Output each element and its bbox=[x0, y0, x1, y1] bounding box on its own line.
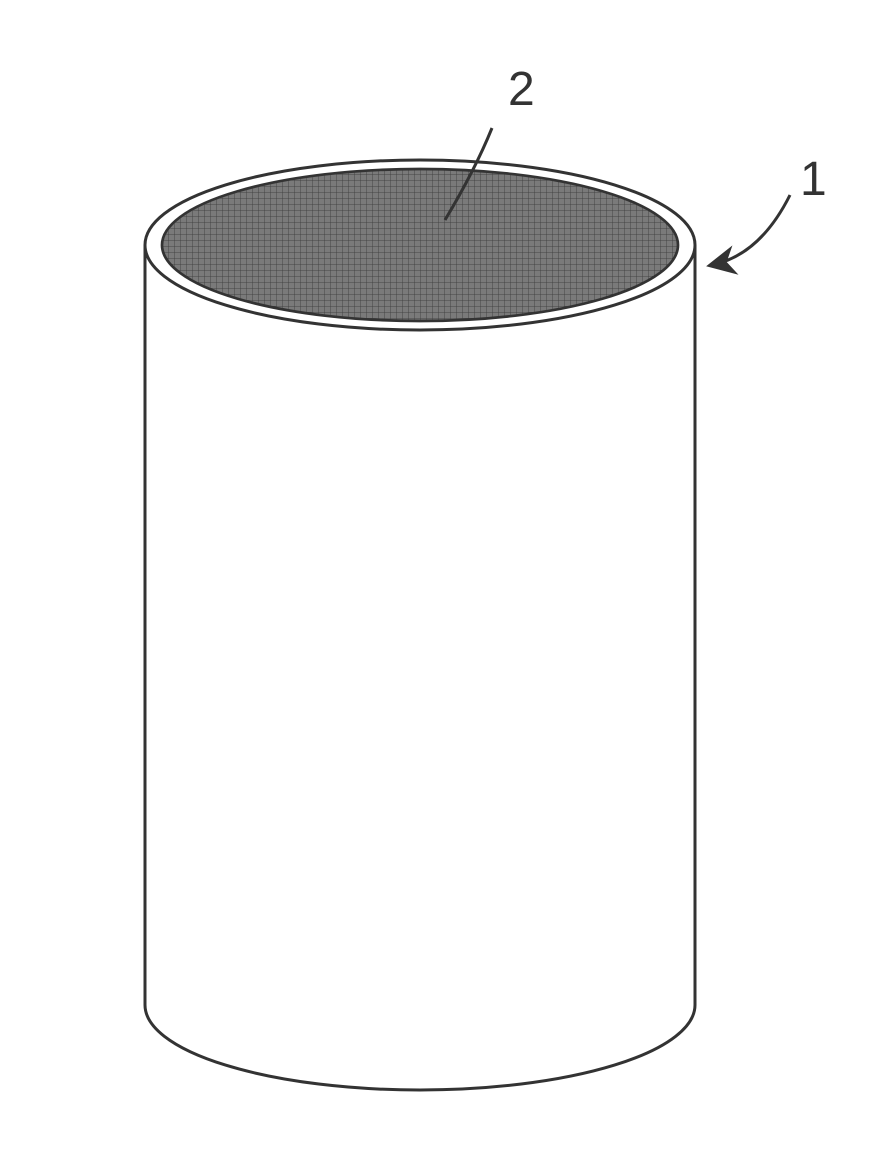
label-2: 2 bbox=[508, 63, 535, 116]
cylinder-body bbox=[145, 245, 695, 1090]
cylinder-diagram: 2 1 bbox=[0, 0, 871, 1174]
label-1-arrow bbox=[712, 195, 790, 265]
cylinder-top-mesh bbox=[162, 169, 678, 321]
label-1: 1 bbox=[800, 153, 827, 206]
